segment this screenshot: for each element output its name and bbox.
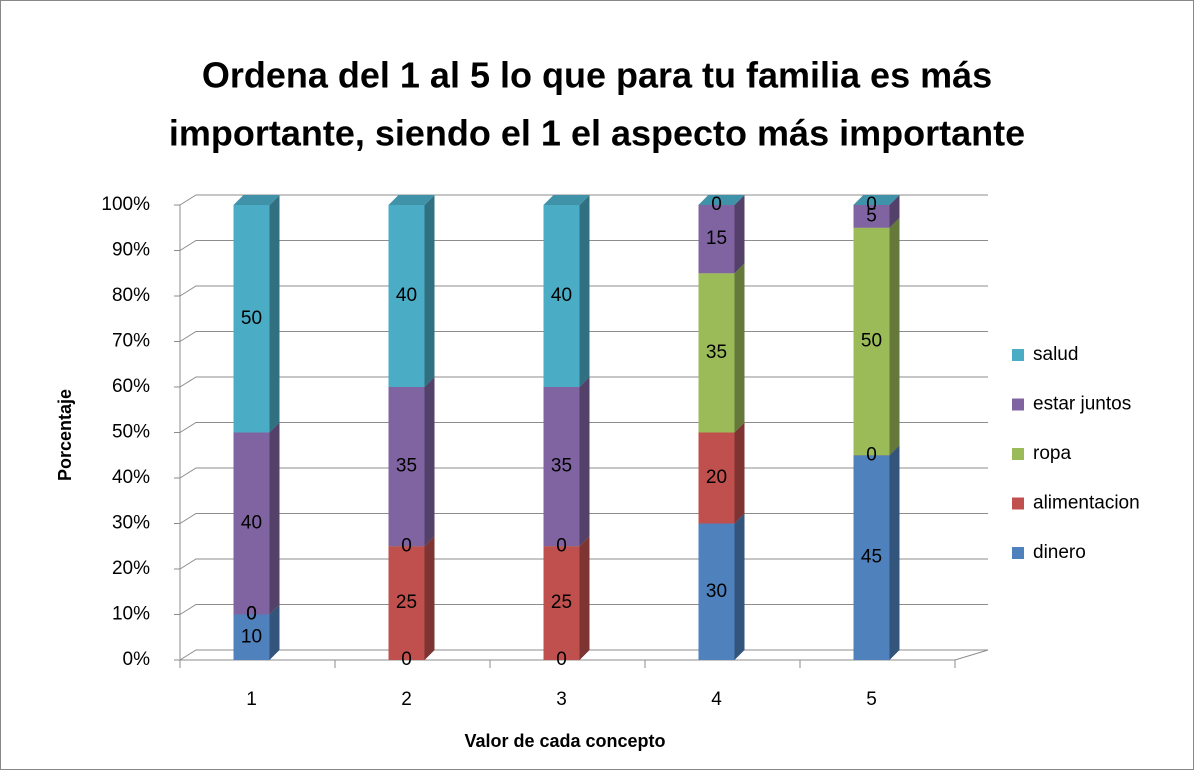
value-label: 0 — [556, 649, 567, 670]
legend-swatch — [1012, 547, 1024, 559]
bar-side — [734, 195, 745, 274]
value-label: 0 — [401, 535, 412, 556]
value-label: 35 — [551, 456, 572, 477]
y-tick-label: 30% — [112, 513, 150, 534]
bar-segment — [388, 387, 425, 547]
value-label: 0 — [711, 194, 722, 215]
bar-side — [734, 422, 745, 524]
value-label: 10 — [241, 626, 262, 647]
value-label: 35 — [706, 342, 727, 363]
legend-label: ropa — [1033, 443, 1071, 464]
value-label: 30 — [706, 581, 727, 602]
bar-segment — [543, 387, 580, 547]
x-tick-label: 1 — [246, 689, 257, 710]
legend-swatch — [1012, 497, 1024, 510]
value-label: 45 — [861, 547, 882, 568]
value-label: 0 — [401, 649, 412, 670]
bar-segment — [388, 546, 425, 660]
y-tick-label: 50% — [112, 422, 150, 443]
value-label: 0 — [866, 194, 877, 215]
value-label: 40 — [551, 285, 572, 306]
bar-side — [269, 422, 280, 615]
x-tick-label: 2 — [401, 689, 412, 710]
y-tick-label: 100% — [101, 194, 150, 215]
bar-side — [269, 195, 280, 433]
y-tick-label: 90% — [112, 240, 150, 261]
bar-side — [579, 195, 590, 387]
bar-side — [579, 536, 590, 660]
bar-side — [734, 263, 745, 433]
x-tick-label: 4 — [711, 689, 722, 710]
bar-segment — [698, 205, 735, 274]
y-tick-label: 60% — [112, 376, 150, 397]
value-label: 5 — [866, 205, 877, 226]
value-label: 0 — [246, 604, 257, 625]
y-tick-label: 20% — [112, 558, 150, 579]
x-axis-label: Valor de cada concepto — [464, 731, 665, 751]
value-label: 25 — [396, 592, 417, 613]
value-label: 25 — [551, 592, 572, 613]
bar-segment — [853, 455, 890, 660]
bar-segment — [853, 227, 890, 456]
bar-side — [889, 445, 900, 660]
legend-label: alimentacion — [1033, 493, 1140, 514]
legend-label: salud — [1033, 344, 1078, 365]
bar-top — [233, 195, 280, 205]
value-label: 0 — [556, 535, 567, 556]
value-label: 40 — [241, 513, 262, 534]
bar-segment — [543, 546, 580, 660]
bar-segment — [698, 432, 735, 524]
x-tick-label: 5 — [866, 689, 877, 710]
value-label: 0 — [246, 604, 257, 625]
bar-segment — [698, 273, 735, 433]
legend-swatch — [1012, 448, 1024, 460]
y-axis-label: Porcentaje — [55, 389, 75, 481]
y-tick-label: 70% — [112, 331, 150, 352]
chart-title-line: importante, siendo el 1 el aspecto más i… — [169, 113, 1025, 154]
bar-segment — [233, 614, 270, 660]
legend-label: estar juntos — [1033, 394, 1131, 415]
legend-label: dinero — [1033, 542, 1086, 563]
value-label: 50 — [241, 308, 262, 329]
bar-side — [269, 604, 280, 660]
bar-segment — [698, 523, 735, 660]
y-tick-label: 0% — [123, 649, 151, 670]
value-label: 40 — [396, 285, 417, 306]
y-tick-label: 40% — [112, 467, 150, 488]
bar-top — [698, 195, 745, 205]
value-label: 50 — [861, 331, 882, 352]
bar-segment — [233, 432, 270, 615]
value-label: 35 — [396, 456, 417, 477]
legend-swatch — [1012, 349, 1024, 361]
bar-side — [424, 377, 435, 547]
bar-side — [579, 377, 590, 547]
bar-top — [853, 195, 900, 205]
value-label: 20 — [706, 467, 727, 488]
bar-side — [424, 195, 435, 387]
y-tick-label: 10% — [112, 604, 150, 625]
value-label: 15 — [706, 228, 727, 249]
bar-side — [424, 536, 435, 660]
bar-segment — [233, 205, 270, 433]
bar-segment — [388, 205, 425, 387]
bar-top — [543, 195, 590, 205]
value-label: 0 — [866, 444, 877, 465]
legend-swatch — [1012, 398, 1024, 411]
bar-side — [889, 195, 900, 228]
bar-side — [889, 217, 900, 456]
y-tick-label: 80% — [112, 285, 150, 306]
bar-top — [388, 195, 435, 205]
chart-title-line: Ordena del 1 al 5 lo que para tu familia… — [202, 55, 992, 96]
bar-segment — [543, 205, 580, 387]
bar-side — [734, 513, 745, 660]
bar-segment — [853, 205, 890, 228]
x-tick-label: 3 — [556, 689, 567, 710]
